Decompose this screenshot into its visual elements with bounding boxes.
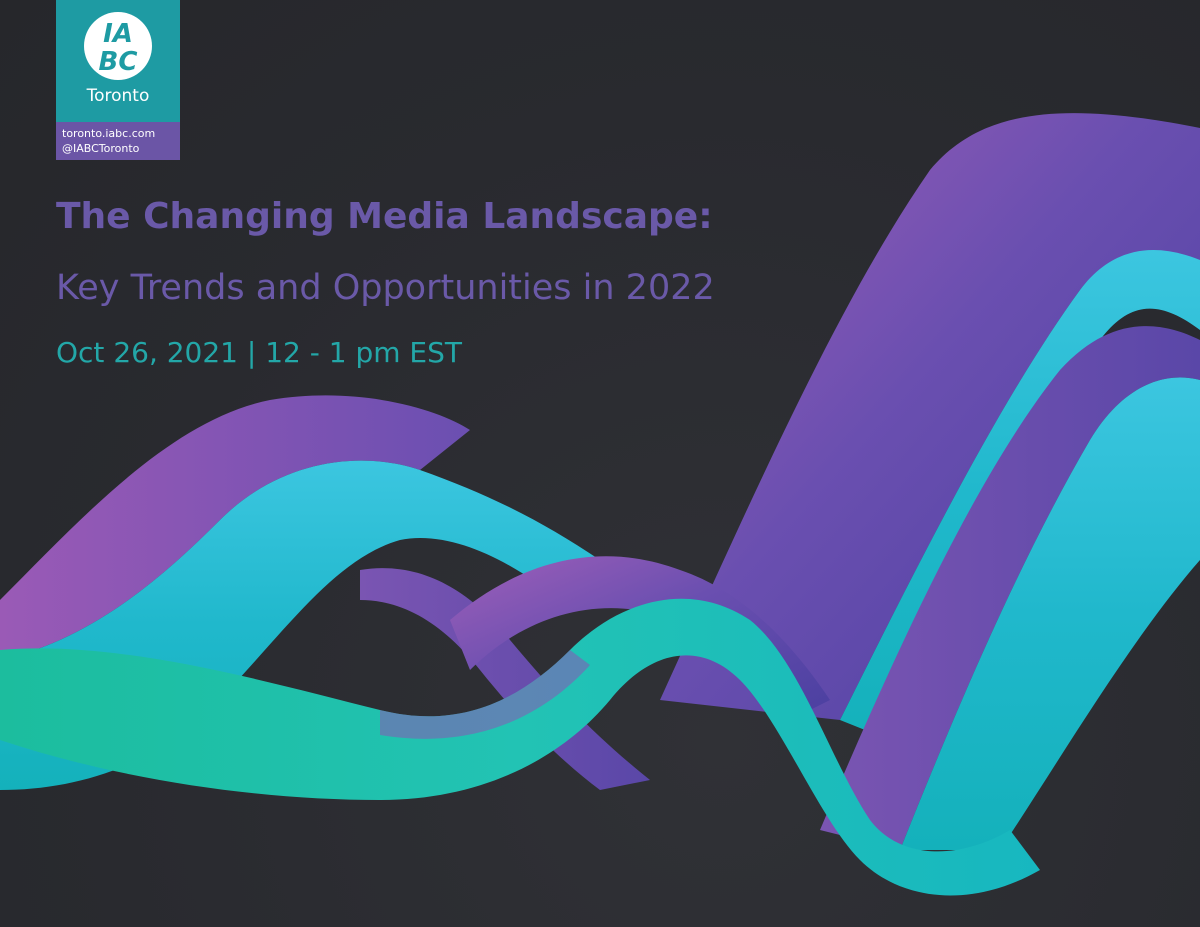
event-subtitle: Key Trends and Opportunities in 2022 <box>56 268 715 308</box>
iabc-logo: IA BC Toronto <box>56 0 180 122</box>
event-datetime: Oct 26, 2021 | 12 - 1 pm EST <box>56 336 462 369</box>
iabc-logo-mark-icon: IA BC <box>84 12 152 80</box>
event-title: The Changing Media Landscape: <box>56 196 713 237</box>
svg-text:IA: IA <box>103 19 133 49</box>
website-link[interactable]: toronto.iabc.com <box>62 127 156 140</box>
svg-text:BC: BC <box>99 47 138 77</box>
twitter-handle[interactable]: @IABCToronto <box>62 142 140 155</box>
logo-links-panel: toronto.iabc.com @IABCToronto <box>56 122 180 160</box>
logo-city-label: Toronto <box>86 86 150 106</box>
